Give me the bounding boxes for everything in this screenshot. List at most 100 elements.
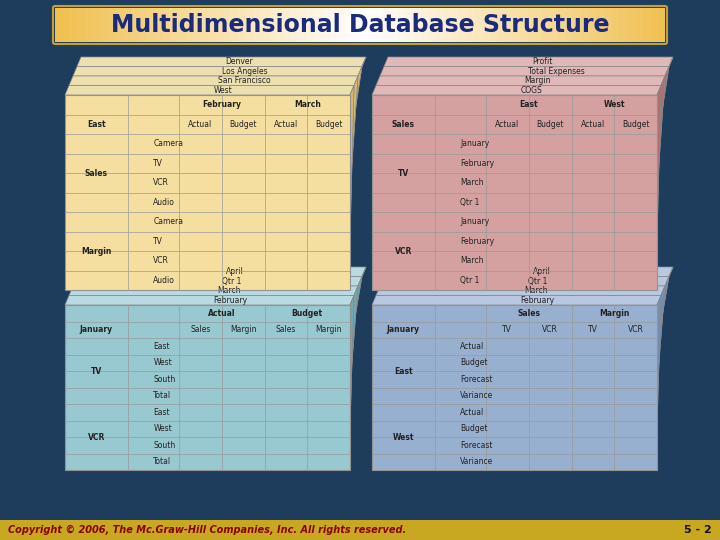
Polygon shape xyxy=(65,85,354,95)
Text: VCR: VCR xyxy=(153,256,169,265)
Text: Total: Total xyxy=(153,457,171,466)
Text: Actual: Actual xyxy=(460,408,485,417)
Text: West: West xyxy=(153,424,172,433)
Text: Qtr 1: Qtr 1 xyxy=(460,276,480,285)
Text: West: West xyxy=(392,433,414,442)
Text: Sales: Sales xyxy=(190,325,210,334)
Text: Variance: Variance xyxy=(460,392,494,400)
Text: February: February xyxy=(202,100,241,109)
Text: Margin: Margin xyxy=(230,325,256,334)
Polygon shape xyxy=(376,286,665,295)
Text: Multidimensional Database Structure: Multidimensional Database Structure xyxy=(111,13,609,37)
Polygon shape xyxy=(350,276,362,388)
Text: Budget: Budget xyxy=(230,120,257,129)
Text: Actual: Actual xyxy=(208,309,235,318)
Text: VCR: VCR xyxy=(88,433,105,442)
Text: February: February xyxy=(460,159,495,168)
Text: February: February xyxy=(521,296,554,305)
Text: January: January xyxy=(387,325,420,334)
Polygon shape xyxy=(384,57,673,66)
Text: Sales: Sales xyxy=(392,120,415,129)
Text: Forecast: Forecast xyxy=(460,375,493,384)
Polygon shape xyxy=(350,76,358,241)
Text: Actual: Actual xyxy=(460,342,485,351)
Text: Sales: Sales xyxy=(85,168,108,178)
Text: April: April xyxy=(225,267,243,276)
Polygon shape xyxy=(77,267,366,276)
Polygon shape xyxy=(380,276,669,286)
Polygon shape xyxy=(350,286,358,429)
Text: Profit: Profit xyxy=(533,57,553,66)
Text: March: March xyxy=(460,178,484,187)
Polygon shape xyxy=(384,267,673,276)
Text: Sales: Sales xyxy=(517,309,540,318)
Text: East: East xyxy=(519,100,538,109)
Polygon shape xyxy=(69,286,358,295)
Polygon shape xyxy=(657,76,665,241)
Text: Forecast: Forecast xyxy=(460,441,493,450)
Text: Budget: Budget xyxy=(622,120,649,129)
FancyBboxPatch shape xyxy=(65,305,350,470)
Text: Qtr 1: Qtr 1 xyxy=(528,276,548,286)
Text: TV: TV xyxy=(91,367,102,375)
Text: March: March xyxy=(217,286,241,295)
FancyBboxPatch shape xyxy=(372,305,657,470)
Text: March: March xyxy=(524,286,548,295)
Text: January: January xyxy=(460,217,490,226)
Polygon shape xyxy=(380,66,669,76)
Polygon shape xyxy=(350,66,362,192)
Polygon shape xyxy=(372,85,661,95)
Text: West: West xyxy=(603,100,625,109)
Text: TV: TV xyxy=(153,159,163,168)
Text: Margin: Margin xyxy=(599,309,629,318)
Text: Margin: Margin xyxy=(315,325,342,334)
Polygon shape xyxy=(350,57,366,144)
Text: March: March xyxy=(294,100,320,109)
Text: Audio: Audio xyxy=(153,276,175,285)
Polygon shape xyxy=(657,85,661,290)
Polygon shape xyxy=(350,295,354,470)
Text: Actual: Actual xyxy=(581,120,605,129)
Text: West: West xyxy=(214,86,233,94)
Text: TV: TV xyxy=(153,237,163,246)
FancyBboxPatch shape xyxy=(65,95,350,290)
Text: TV: TV xyxy=(588,325,598,334)
Polygon shape xyxy=(77,57,366,66)
Polygon shape xyxy=(73,276,362,286)
Polygon shape xyxy=(657,57,673,144)
Text: Actual: Actual xyxy=(188,120,212,129)
Polygon shape xyxy=(657,66,669,192)
Text: Qtr 1: Qtr 1 xyxy=(460,198,480,207)
FancyBboxPatch shape xyxy=(372,95,657,290)
Text: February: February xyxy=(460,237,495,246)
Text: COGS: COGS xyxy=(521,86,542,94)
Text: 5 - 2: 5 - 2 xyxy=(684,525,712,535)
Polygon shape xyxy=(376,76,665,85)
Polygon shape xyxy=(372,295,661,305)
Text: Total: Total xyxy=(153,392,171,400)
Text: Budget: Budget xyxy=(460,424,488,433)
Text: February: February xyxy=(214,296,248,305)
Text: January: January xyxy=(80,325,113,334)
Text: VCR: VCR xyxy=(395,246,412,255)
Text: VCR: VCR xyxy=(153,178,169,187)
Text: TV: TV xyxy=(503,325,513,334)
Text: Sales: Sales xyxy=(276,325,296,334)
Polygon shape xyxy=(69,76,358,85)
Text: Budget: Budget xyxy=(292,309,323,318)
Text: East: East xyxy=(153,342,170,351)
FancyBboxPatch shape xyxy=(0,520,720,540)
Text: March: March xyxy=(460,256,484,265)
Text: Camera: Camera xyxy=(153,139,184,148)
Polygon shape xyxy=(657,267,673,346)
Text: East: East xyxy=(87,120,106,129)
Polygon shape xyxy=(350,85,354,290)
Text: East: East xyxy=(394,367,413,375)
Text: Actual: Actual xyxy=(274,120,298,129)
Text: East: East xyxy=(153,408,170,417)
Text: Variance: Variance xyxy=(460,457,494,466)
Text: South: South xyxy=(153,375,176,384)
Polygon shape xyxy=(73,66,362,76)
Text: South: South xyxy=(153,441,176,450)
Text: Audio: Audio xyxy=(153,198,175,207)
